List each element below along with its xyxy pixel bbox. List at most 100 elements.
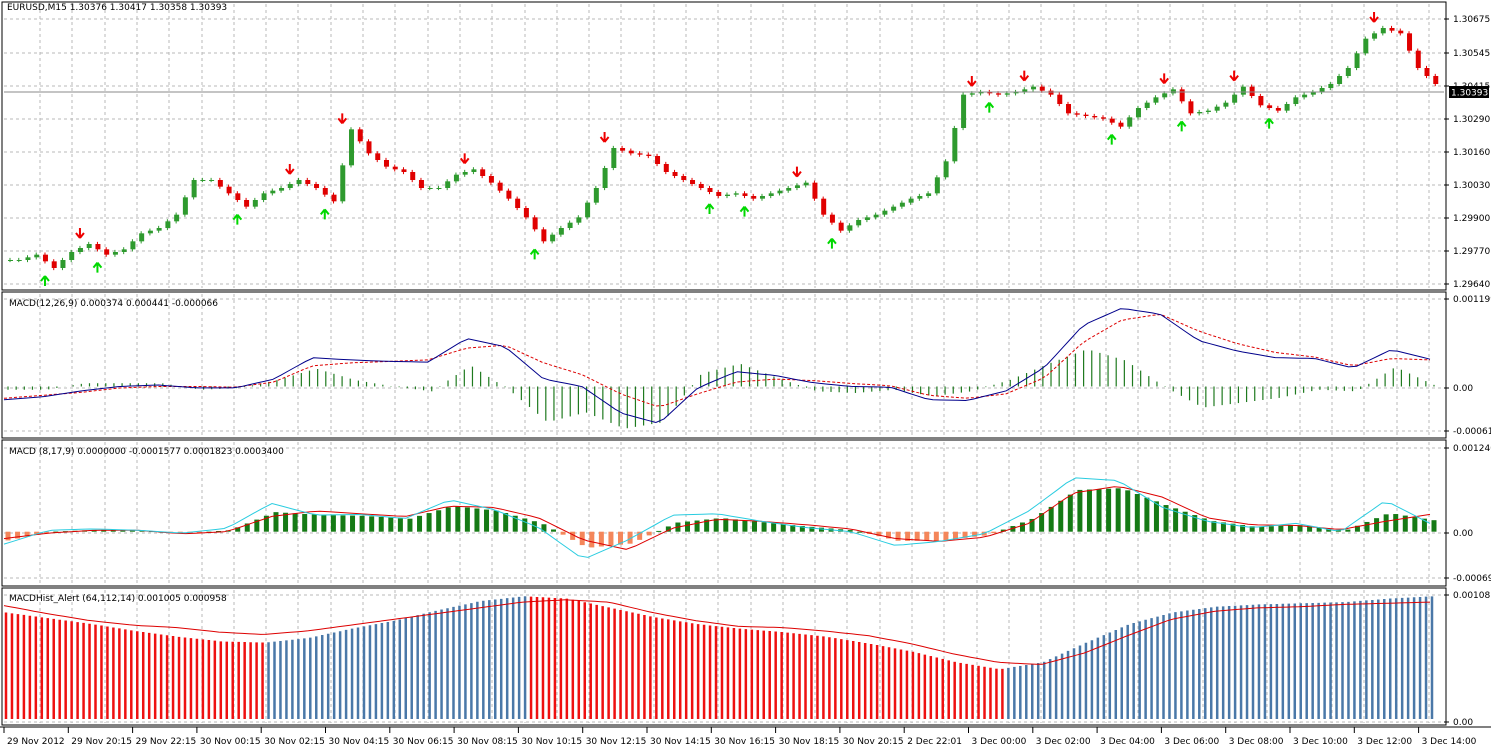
macd2-hist-bar xyxy=(905,531,911,541)
candle-body xyxy=(1328,84,1334,88)
candle-body xyxy=(847,225,853,231)
sell-arrow-icon xyxy=(285,164,295,175)
time-label: 29 Nov 2012 xyxy=(7,737,65,747)
candle-body xyxy=(314,184,320,188)
buy-arrow-icon xyxy=(319,208,330,220)
candle-body xyxy=(768,193,774,196)
macd2-hist-bar xyxy=(493,510,499,532)
y-tick-label: 1.30030 xyxy=(1453,181,1490,191)
candle-body xyxy=(751,196,757,199)
macd2-hist-bar xyxy=(790,525,796,532)
macd2-hist-bar xyxy=(560,531,566,535)
candle-body xyxy=(1267,105,1273,108)
candle-body xyxy=(1118,122,1124,127)
time-label: 30 Nov 10:15 xyxy=(521,737,582,747)
macd2-hist-bar xyxy=(417,515,423,532)
candle-body xyxy=(978,92,984,94)
macd2-hist-bar xyxy=(1220,522,1226,532)
candle-body xyxy=(821,198,827,215)
candle-body xyxy=(1223,102,1229,107)
macd2-hist-bar xyxy=(244,523,250,532)
axis-layer: 1.30675 1.30545 1.30415 1.30290 1.30160 1.300… xyxy=(3,15,1491,747)
time-label: 3 Dec 04:00 xyxy=(1100,737,1155,747)
candle-body xyxy=(488,176,494,183)
candle-body xyxy=(42,254,48,262)
macd2-hist-bar xyxy=(1029,518,1035,532)
macd2-hist-bar xyxy=(627,531,633,544)
candle-body xyxy=(681,176,687,180)
macd2-hist-bar xyxy=(1000,529,1006,532)
candle-body xyxy=(882,210,888,215)
candle-body xyxy=(1100,117,1106,119)
candle-body xyxy=(1127,117,1133,127)
macd2-hist-bar xyxy=(5,531,11,541)
candle-body xyxy=(401,169,407,172)
candle-body xyxy=(147,230,153,234)
y-tick-label: 1.30545 xyxy=(1453,49,1490,59)
candle-body xyxy=(252,200,258,207)
candle-body xyxy=(1433,76,1439,84)
frame-layer xyxy=(0,1,1491,728)
candle-body xyxy=(1389,28,1395,31)
candle-body xyxy=(1310,92,1316,95)
buy-arrow-icon xyxy=(1176,120,1187,132)
macd2-hist-bar xyxy=(876,531,882,537)
macd2-hist-bar xyxy=(407,518,413,532)
time-label: 30 Nov 18:15 xyxy=(779,737,840,747)
sell-arrow-icon xyxy=(459,153,470,164)
candle-body xyxy=(506,190,512,199)
sell-arrow-icon xyxy=(1019,70,1030,82)
time-label: 3 Dec 10:00 xyxy=(1293,737,1348,747)
candle-body xyxy=(1284,104,1290,111)
candle-body xyxy=(1372,33,1378,39)
candle-body xyxy=(1319,88,1325,92)
macd2-hist-bar xyxy=(1287,525,1293,532)
panel-frame xyxy=(1,587,1447,726)
macd2-hist-bar xyxy=(1431,520,1437,532)
macd2-hist-bar xyxy=(1163,505,1169,532)
candle-body xyxy=(235,193,241,200)
macd2-hist-bar xyxy=(1153,501,1159,532)
macd2-hist-bar xyxy=(512,515,518,532)
y-tick-label: 0.00 xyxy=(1453,384,1473,394)
candle-body xyxy=(1302,94,1308,98)
candle-body xyxy=(1179,89,1185,102)
time-label: 30 Nov 08:15 xyxy=(457,737,518,747)
macd2-hist-bar xyxy=(503,512,509,532)
macd2-hist-bar xyxy=(1316,527,1322,532)
macd2-hist-bar xyxy=(1125,490,1131,532)
macd2-hist-bar xyxy=(15,531,21,539)
macd2-cyan-line xyxy=(3,477,1431,558)
macd2-hist-bar xyxy=(761,522,767,532)
macd2-hist-bar xyxy=(885,531,891,539)
candle-body xyxy=(733,193,739,195)
macd2-hist-bar xyxy=(1354,525,1360,532)
candle-body xyxy=(1153,97,1159,103)
macd2-hist-bar xyxy=(991,531,997,534)
candle-body xyxy=(165,221,171,228)
candle-body xyxy=(672,172,678,176)
candle-body xyxy=(209,180,215,181)
candle-body xyxy=(698,184,704,188)
macd2-hist-bar xyxy=(455,506,461,532)
candle-body xyxy=(611,148,617,168)
macd2-hist-bar xyxy=(302,513,308,532)
macd2-hist-bar xyxy=(522,518,528,532)
candle-body xyxy=(838,222,844,231)
y-tick-label: -0.000699 xyxy=(1453,574,1491,584)
time-label: 30 Nov 16:15 xyxy=(714,737,775,747)
candle-body xyxy=(322,188,328,195)
candle-body xyxy=(716,192,722,196)
macd2-hist-bar xyxy=(924,531,930,541)
candle-body xyxy=(1345,68,1351,76)
candle-body xyxy=(77,248,83,252)
candle-body xyxy=(1214,106,1220,111)
macd2-hist-bar xyxy=(1374,518,1380,532)
candle-body xyxy=(873,214,879,218)
macd2-hist-bar xyxy=(771,523,777,532)
macd2-hist-bar xyxy=(1134,494,1140,532)
macd2-hist-bar xyxy=(818,527,824,532)
candle-body xyxy=(1092,116,1098,118)
